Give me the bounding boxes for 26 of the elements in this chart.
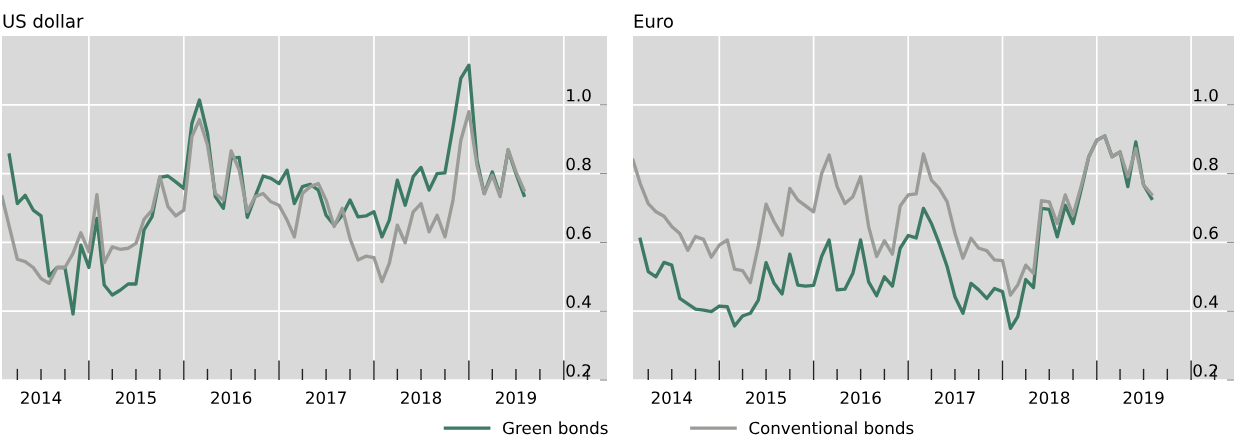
chart-title: Euro <box>634 14 673 28</box>
y-tick-label: 0.2 <box>1193 364 1218 377</box>
y-tick-label: 1.0 <box>1194 88 1218 102</box>
y-tick-label: 0.4 <box>566 295 591 308</box>
y-tick-label: 0.4 <box>1193 295 1218 308</box>
x-tick-label: 2014 <box>21 391 62 405</box>
x-tick-label: 2019 <box>1123 391 1164 405</box>
y-tick-label: 1.0 <box>567 88 591 102</box>
legend-label: Conventional bonds <box>749 421 914 435</box>
x-tick-label: 2016 <box>211 391 252 405</box>
x-tick-label: 2019 <box>495 391 536 405</box>
x-tick-label: 2018 <box>401 391 442 405</box>
legend-label: Green bonds <box>503 421 608 435</box>
x-tick-label: 2017 <box>306 391 346 405</box>
y-tick-label: 0.8 <box>1193 157 1218 171</box>
x-tick-label: 2014 <box>651 391 693 405</box>
chart-title: US dollar <box>3 13 84 28</box>
y-tick-label: 0.6 <box>1193 226 1218 240</box>
x-tick-label: 2015 <box>115 391 156 405</box>
x-tick-label: 2015 <box>746 391 786 405</box>
x-tick-label: 2018 <box>1029 391 1070 405</box>
y-tick-label: 0.6 <box>566 226 591 240</box>
y-tick-label: 0.8 <box>566 157 591 171</box>
y-tick-label: 0.2 <box>566 364 591 377</box>
x-tick-label: 2016 <box>840 391 881 405</box>
x-tick-label: 2017 <box>934 391 975 405</box>
